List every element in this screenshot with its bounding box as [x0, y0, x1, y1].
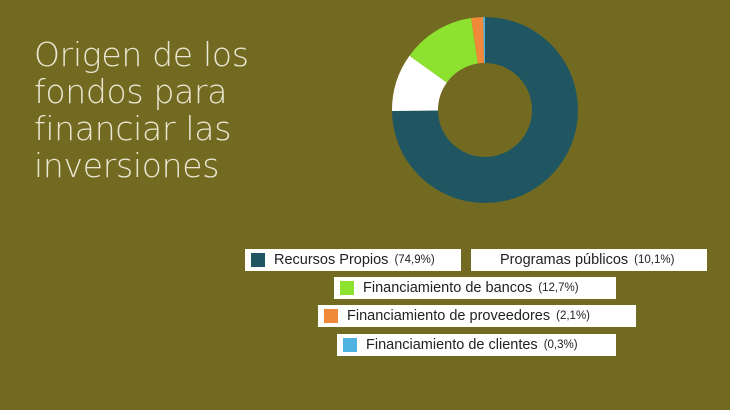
donut-chart [392, 17, 578, 203]
legend-label: Financiamiento de bancos [363, 280, 533, 296]
legend-swatch [251, 253, 265, 267]
legend-item-programas-publicos: Programas públicos (10,1%) [471, 249, 707, 271]
legend-label: Programas públicos [500, 252, 629, 268]
legend-percent: (10,1%) [634, 254, 675, 266]
legend-label: Recursos Propios [274, 252, 389, 268]
donut-slice-4 [483, 17, 485, 64]
legend-percent: (0,3%) [543, 339, 578, 351]
legend-label: Financiamiento de proveedores [347, 308, 551, 324]
donut-slice-1 [392, 55, 447, 112]
legend-item-financiamiento-proveedores: Financiamiento de proveedores (2,1%) [318, 305, 636, 327]
legend-swatch [477, 253, 491, 267]
legend-item-financiamiento-clientes: Financiamiento de clientes (0,3%) [337, 334, 616, 356]
chart-title: Origen de los fondos para financiar las … [34, 35, 249, 185]
legend-swatch [340, 281, 354, 295]
legend-item-recursos-propios: Recursos Propios (74,9%) [245, 249, 461, 271]
legend-swatch [343, 338, 357, 352]
legend-label: Financiamiento de clientes [366, 337, 538, 353]
donut-slice-3 [471, 17, 485, 64]
donut-slice-0 [392, 17, 578, 203]
donut-slice-2 [409, 18, 478, 83]
legend-item-financiamiento-bancos: Financiamiento de bancos (12,7%) [334, 277, 616, 299]
legend-percent: (74,9%) [394, 254, 435, 266]
legend-percent: (12,7%) [538, 282, 579, 294]
legend-percent: (2,1%) [556, 310, 590, 322]
legend-swatch [324, 309, 338, 323]
